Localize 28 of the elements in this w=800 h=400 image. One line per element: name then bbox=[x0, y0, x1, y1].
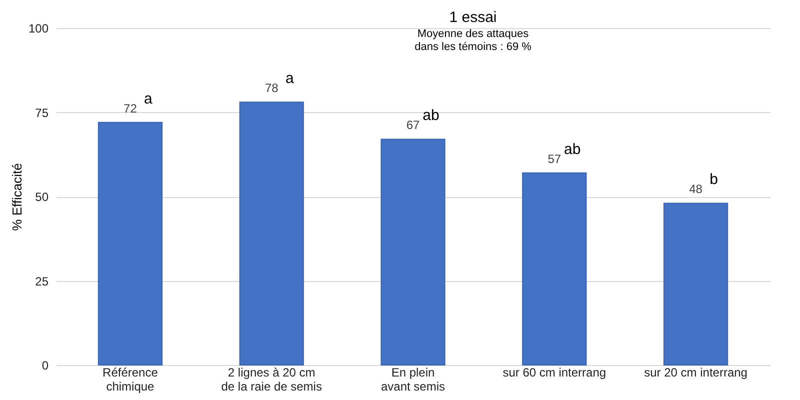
x-tick-label: sur 60 cm interrang bbox=[502, 366, 606, 380]
annotation: b bbox=[710, 171, 718, 188]
y-axis-title: % Efficacité bbox=[9, 163, 24, 231]
annotation: a bbox=[144, 90, 154, 108]
bar bbox=[98, 122, 163, 366]
annotation: ab bbox=[564, 140, 581, 158]
y-tick-label: 75 bbox=[35, 106, 49, 120]
data-label: 72 bbox=[124, 101, 138, 116]
x-tick-label: 2 lignes à 20 cm de la raie de semis bbox=[221, 366, 322, 394]
y-tick-label: 50 bbox=[35, 190, 49, 204]
data-label: 78 bbox=[264, 81, 279, 96]
y-tick-label: 100 bbox=[28, 22, 49, 36]
bar bbox=[522, 172, 587, 366]
data-label: 48 bbox=[689, 182, 703, 196]
bar bbox=[239, 102, 304, 366]
annotation: a bbox=[285, 70, 294, 88]
chart-title: 1 essai bbox=[449, 9, 497, 26]
bar bbox=[663, 202, 728, 366]
x-tick-label: Référence chimique bbox=[102, 366, 158, 394]
annotation: ab bbox=[422, 107, 440, 124]
x-tick-label: En plein avant semis bbox=[380, 366, 446, 394]
y-tick-label: 25 bbox=[35, 274, 49, 288]
data-label: 67 bbox=[406, 118, 420, 132]
y-tick-label: 0 bbox=[42, 358, 49, 372]
x-tick-label: sur 20 cm interrang bbox=[644, 366, 748, 380]
data-label: 57 bbox=[548, 152, 562, 166]
text: Moyenne des attaques dans les témoins : 69 % bbox=[414, 28, 532, 53]
bar bbox=[380, 138, 446, 366]
